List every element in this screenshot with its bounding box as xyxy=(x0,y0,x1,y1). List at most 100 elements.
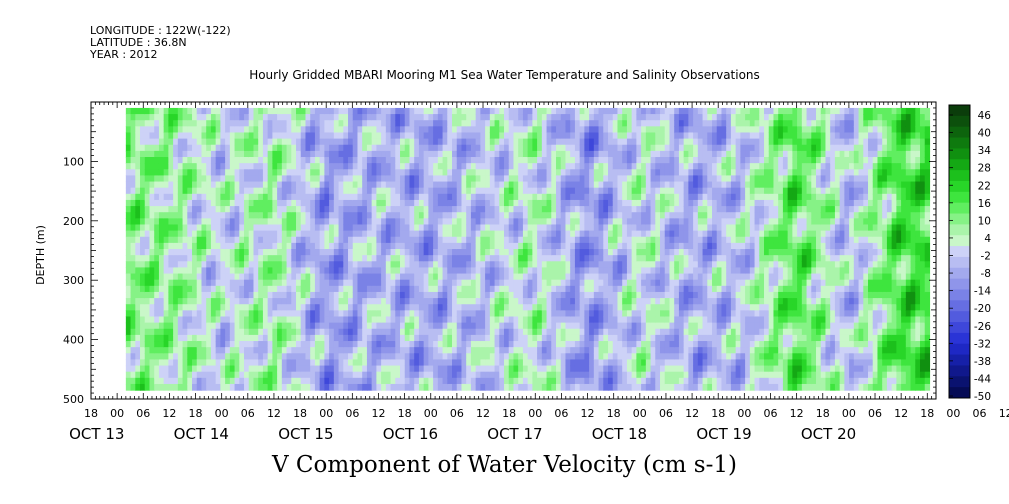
heatmap-cell xyxy=(579,322,585,330)
heatmap-cell xyxy=(480,230,486,238)
heatmap-cell xyxy=(485,163,491,170)
heatmap-cell xyxy=(433,334,439,342)
heatmap-cell xyxy=(277,249,283,256)
heatmap-cell xyxy=(532,120,538,127)
heatmap-cell xyxy=(489,310,496,318)
heatmap-cell xyxy=(362,347,368,354)
heatmap-cell xyxy=(314,383,321,391)
heatmap-cell xyxy=(248,120,255,127)
heatmap-cell xyxy=(220,120,226,127)
heatmap-cell xyxy=(258,218,264,226)
heatmap-cell xyxy=(253,334,259,342)
heatmap-cell xyxy=(574,322,581,330)
heatmap-cell xyxy=(177,267,184,275)
heatmap-cell xyxy=(173,132,179,140)
heatmap-cell xyxy=(622,126,628,134)
heatmap-cell xyxy=(556,279,562,287)
heatmap-cell xyxy=(400,334,406,342)
heatmap-cell xyxy=(522,291,529,299)
heatmap-cell xyxy=(608,187,614,195)
heatmap-cell xyxy=(168,150,174,158)
heatmap-cell xyxy=(527,114,533,121)
heatmap-cell xyxy=(485,144,491,152)
heatmap-cell xyxy=(125,120,132,127)
heatmap-cell xyxy=(352,120,359,127)
heatmap-cell xyxy=(452,138,458,146)
heatmap-cell xyxy=(225,298,231,305)
heatmap-cell xyxy=(343,267,349,275)
heatmap-cell xyxy=(366,255,373,262)
heatmap-cell xyxy=(532,175,538,183)
heatmap-cell xyxy=(248,285,255,293)
heatmap-cell xyxy=(470,107,477,115)
heatmap-cell xyxy=(556,242,562,250)
heatmap-cell xyxy=(272,261,278,269)
heatmap-cell xyxy=(400,169,406,177)
heatmap-cell xyxy=(187,169,193,177)
heatmap-cell xyxy=(551,218,557,226)
heatmap-cell xyxy=(210,279,217,287)
heatmap-cell xyxy=(362,316,368,324)
heatmap-cell xyxy=(177,273,184,281)
heatmap-cell xyxy=(437,150,444,158)
heatmap-cell xyxy=(608,163,614,170)
heatmap-cell xyxy=(173,279,179,287)
heatmap-cell xyxy=(173,242,179,250)
heatmap-cell xyxy=(395,114,401,121)
heatmap-cell xyxy=(456,230,463,238)
heatmap-cell xyxy=(348,365,354,373)
heatmap-cell xyxy=(570,126,576,134)
heatmap-cell xyxy=(262,359,269,367)
heatmap-cell xyxy=(210,107,217,115)
heatmap-cell xyxy=(579,304,585,311)
heatmap-cell xyxy=(158,249,165,256)
heatmap-cell xyxy=(551,175,557,183)
heatmap-cell xyxy=(598,242,604,250)
heatmap-cell xyxy=(518,285,524,293)
heatmap-cell xyxy=(352,285,359,293)
heatmap-cell xyxy=(466,138,472,146)
heatmap-cell xyxy=(168,249,174,256)
heatmap-cell xyxy=(570,150,576,158)
heatmap-cell xyxy=(267,371,273,379)
heatmap-cell xyxy=(310,126,316,134)
heatmap-cell xyxy=(267,150,273,158)
heatmap-cell xyxy=(447,377,453,385)
heatmap-cell xyxy=(281,365,288,373)
heatmap-cell xyxy=(390,359,396,367)
heatmap-cell xyxy=(154,126,160,134)
heatmap-cell xyxy=(177,206,184,213)
heatmap-cell xyxy=(480,267,486,275)
heatmap-cell xyxy=(262,163,269,170)
heatmap-cell xyxy=(608,310,614,318)
heatmap-cell xyxy=(314,353,321,361)
heatmap-cell xyxy=(622,242,628,250)
heatmap-cell xyxy=(244,126,250,134)
heatmap-cell xyxy=(196,132,203,140)
heatmap-cell xyxy=(598,353,604,361)
heatmap-cell xyxy=(390,199,396,207)
heatmap-cell xyxy=(267,347,273,354)
heatmap-cell xyxy=(456,242,463,250)
heatmap-cell xyxy=(532,273,538,281)
heatmap-cell xyxy=(400,285,406,293)
heatmap-cell xyxy=(338,383,344,391)
heatmap-cell xyxy=(518,199,524,207)
heatmap-cell xyxy=(395,181,401,189)
heatmap-cell xyxy=(281,144,288,152)
heatmap-cell xyxy=(149,365,155,373)
heatmap-cell xyxy=(631,347,637,354)
heatmap-cell xyxy=(470,377,477,385)
heatmap-cell xyxy=(314,242,321,250)
heatmap-cell xyxy=(584,120,590,127)
heatmap-cell xyxy=(281,206,288,213)
heatmap-cell xyxy=(414,359,420,367)
heatmap-cell xyxy=(125,187,132,195)
heatmap-cell xyxy=(314,341,321,348)
heatmap-cell xyxy=(319,261,325,269)
heatmap-cell xyxy=(248,187,255,195)
heatmap-cell xyxy=(144,249,151,256)
heatmap-cell xyxy=(395,273,401,281)
heatmap-cell xyxy=(357,157,363,164)
heatmap-cell xyxy=(414,107,420,115)
